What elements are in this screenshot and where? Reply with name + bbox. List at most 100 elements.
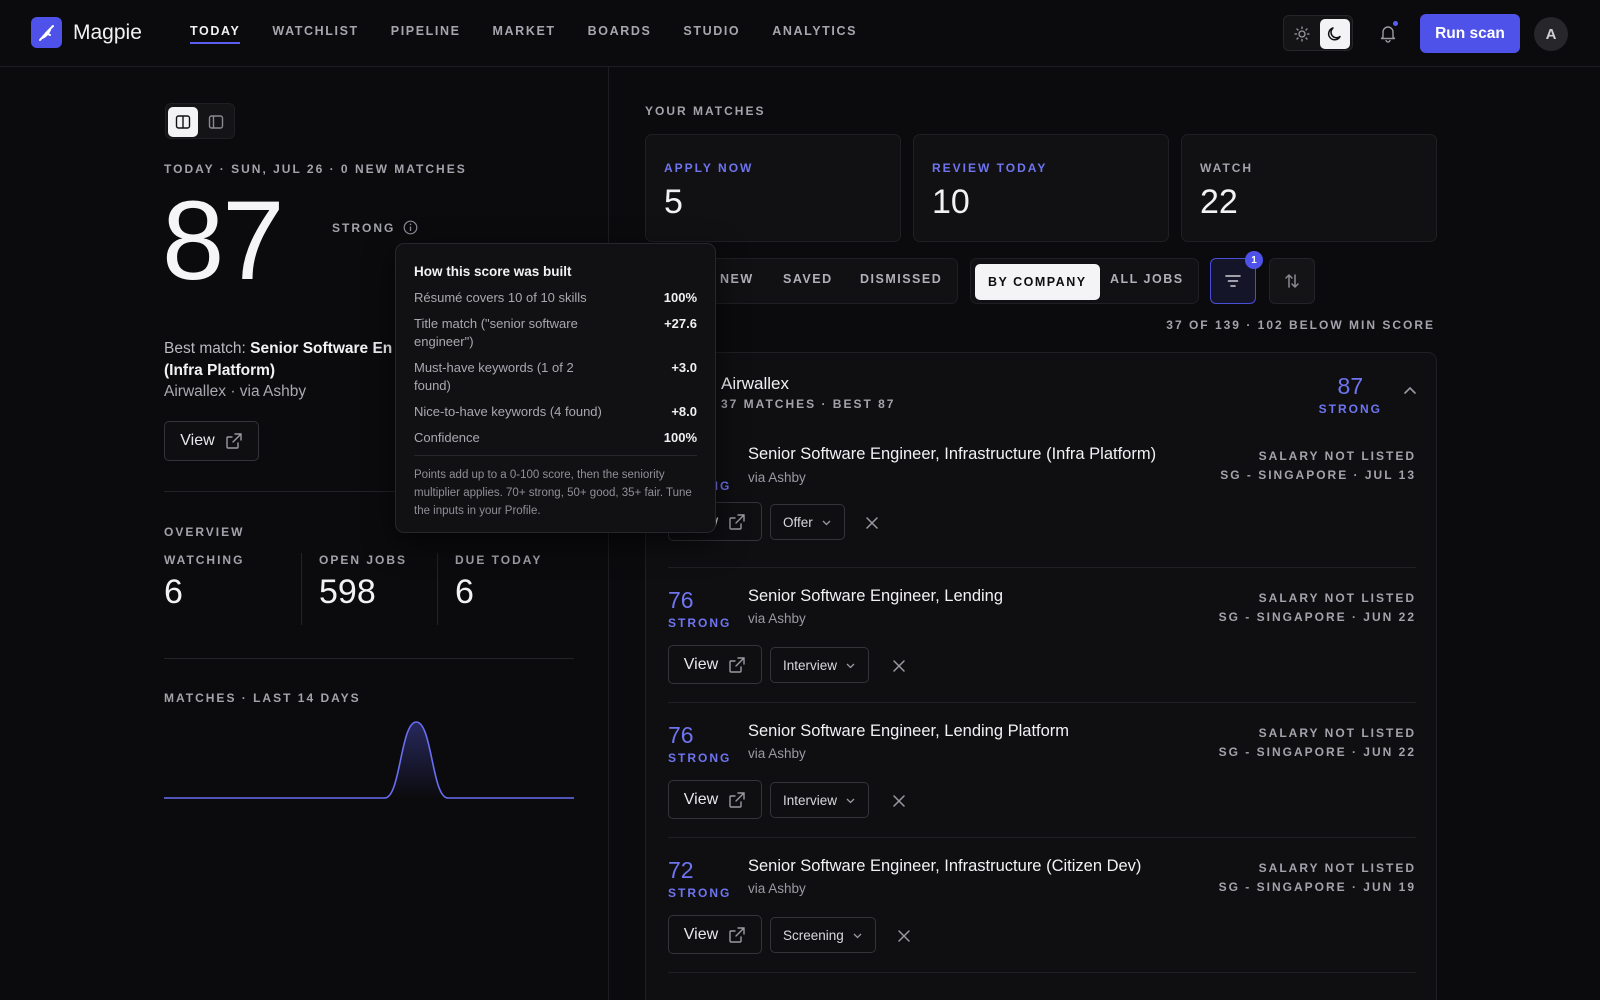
group-score-value: 87 [1337, 373, 1364, 399]
dismiss-job-button[interactable] [894, 926, 914, 946]
info-icon[interactable] [403, 220, 418, 235]
job-view-button[interactable]: View [668, 645, 762, 684]
stat-value: 6 [455, 573, 474, 611]
job-meta: SALARY NOT LISTED SG - SINGAPORE · JUN 22 [1219, 589, 1416, 627]
score-strength: STRONG [332, 220, 418, 235]
filter-button[interactable]: 1 [1210, 251, 1263, 304]
tooltip-row: Nice-to-have keywords (4 found) +8.0 [414, 403, 697, 421]
dismiss-job-button[interactable] [889, 656, 909, 676]
theme-toggle [1283, 15, 1353, 51]
nav-market[interactable]: MARKET [492, 24, 556, 38]
bell-icon [1380, 26, 1396, 43]
job-location: SG - SINGAPORE · JUN 22 [1218, 610, 1416, 624]
chevron-down-icon [853, 933, 862, 938]
best-match-title[interactable]: Senior Software En [250, 340, 393, 357]
row-divider [668, 837, 1416, 838]
filter-count-badge: 1 [1245, 251, 1263, 269]
layout-toggle [165, 103, 235, 139]
external-link-icon [225, 433, 242, 449]
dark-theme-button[interactable] [1320, 19, 1350, 49]
job-status-value: Screening [783, 927, 844, 943]
dismiss-job-button[interactable] [862, 513, 882, 533]
job-score-value: 72 [668, 857, 694, 883]
light-theme-button[interactable] [1287, 19, 1317, 49]
group-company-name[interactable]: Airwallex [721, 374, 790, 393]
today-date-line: TODAY · SUN, JUL 26 · 0 NEW MATCHES [164, 162, 467, 176]
job-meta: SALARY NOT LISTED SG - SINGAPORE · JUN 19 [1219, 859, 1416, 897]
card-label: WATCH [1200, 161, 1254, 175]
split-layout-button[interactable] [168, 107, 198, 137]
dismiss-job-button[interactable] [889, 791, 909, 811]
job-score-label: STRONG [668, 751, 732, 765]
run-scan-button[interactable]: Run scan [1420, 14, 1520, 53]
card-label: REVIEW TODAY [932, 161, 1048, 175]
job-title[interactable]: Senior Software Engineer, Infrastructure… [748, 857, 1142, 875]
close-icon [898, 930, 910, 942]
results-count: 37 OF 139 · 102 BELOW MIN SCORE [1166, 318, 1435, 332]
view-label: View [180, 432, 215, 449]
chevron-up-icon[interactable] [1402, 383, 1418, 404]
nav-analytics[interactable]: ANALYTICS [772, 24, 858, 38]
magpie-logo-icon[interactable] [31, 17, 62, 48]
nav-today[interactable]: TODAY [190, 24, 241, 44]
nav-pipeline[interactable]: PIPELINE [390, 24, 461, 38]
job-view-button[interactable]: View [668, 780, 762, 819]
tab-new[interactable]: NEW [720, 272, 754, 286]
job-salary: SALARY NOT LISTED [1258, 726, 1416, 740]
row-divider [668, 972, 1416, 973]
view-label: View [683, 790, 719, 808]
tab-by-company[interactable]: BY COMPANY [975, 264, 1100, 300]
nav-studio[interactable]: STUDIO [683, 24, 741, 38]
notifications-button[interactable] [1374, 19, 1402, 47]
tooltip-row-value: 100% [663, 290, 697, 305]
tab-saved[interactable]: SAVED [783, 272, 833, 286]
job-score-label: STRONG [668, 886, 732, 900]
sidebar-layout-button[interactable] [201, 107, 231, 137]
divider [164, 658, 574, 659]
job-status-dropdown[interactable]: Screening [770, 917, 876, 953]
tooltip-row-label: Résumé covers 10 of 10 skills [414, 290, 587, 305]
nav-watchlist[interactable]: WATCHLIST [272, 24, 359, 38]
job-title[interactable]: Senior Software Engineer, Infrastructure… [748, 445, 1157, 463]
filter-icon [1225, 275, 1241, 287]
job-view-button[interactable]: View [668, 915, 762, 954]
card-value: 10 [932, 183, 970, 221]
apply-now-card[interactable]: APPLY NOW 5 [645, 134, 901, 242]
job-meta: SALARY NOT LISTED SG - SINGAPORE · JUN 22 [1219, 724, 1416, 762]
nav-boards[interactable]: BOARDS [587, 24, 652, 38]
job-title[interactable]: Senior Software Engineer, Lending [748, 587, 1004, 605]
avatar[interactable]: A [1534, 17, 1568, 51]
job-status-dropdown[interactable]: Offer [770, 504, 845, 540]
job-status-dropdown[interactable]: Interview [770, 647, 870, 683]
job-source: via Ashby [748, 746, 806, 761]
external-link-icon [729, 513, 745, 530]
job-title[interactable]: Senior Software Engineer, Lending Platfo… [748, 722, 1070, 740]
job-meta: SALARY NOT LISTED SG - SINGAPORE · JUL 13 [1220, 447, 1416, 485]
chevron-down-icon [846, 798, 855, 803]
tooltip-row-value: +8.0 [671, 404, 697, 419]
top-bar: Magpie TODAY WATCHLIST PIPELINE MARKET B… [0, 0, 1600, 67]
tooltip-row-label: Title match ("senior software engineer") [414, 316, 578, 349]
tab-all-jobs[interactable]: ALL JOBS [1110, 272, 1184, 286]
job-score: 72 STRONG [668, 857, 731, 900]
best-match-title-line2[interactable]: (Infra Platform) [164, 362, 276, 379]
best-match-view-button[interactable]: View [164, 421, 259, 461]
sort-button[interactable] [1269, 258, 1315, 304]
job-status-dropdown[interactable]: Interview [770, 782, 870, 818]
tooltip-row-label: Nice-to-have keywords (4 found) [414, 404, 602, 419]
job-salary: SALARY NOT LISTED [1258, 449, 1416, 463]
close-icon [893, 660, 905, 672]
brand-name[interactable]: Magpie [73, 21, 142, 44]
external-link-icon [729, 791, 745, 808]
review-today-card[interactable]: REVIEW TODAY 10 [913, 134, 1169, 242]
stat-label: WATCHING [164, 553, 245, 567]
tooltip-row-label: Confidence [414, 430, 480, 445]
card-value: 22 [1200, 183, 1238, 221]
score-breakdown-tooltip: How this score was built Résumé covers 1… [395, 243, 716, 533]
watch-card[interactable]: WATCH 22 [1181, 134, 1437, 242]
tooltip-title: How this score was built [414, 264, 572, 279]
sidebar-icon [208, 115, 224, 129]
tab-dismissed[interactable]: DISMISSED [860, 272, 943, 286]
tooltip-row-value: 100% [663, 430, 697, 445]
external-link-icon [729, 926, 745, 943]
